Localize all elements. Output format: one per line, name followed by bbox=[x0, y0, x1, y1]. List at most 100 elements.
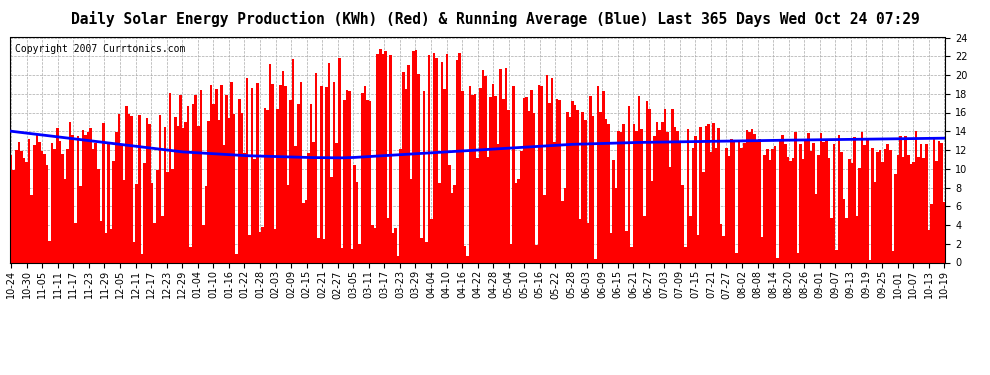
Bar bbox=[868, 260, 871, 262]
Bar bbox=[128, 114, 131, 262]
Bar bbox=[166, 172, 169, 262]
Bar bbox=[287, 185, 289, 262]
Bar bbox=[766, 149, 768, 262]
Bar bbox=[581, 112, 584, 262]
Bar bbox=[881, 162, 884, 262]
Bar bbox=[215, 89, 218, 262]
Bar bbox=[786, 157, 789, 262]
Bar bbox=[18, 142, 20, 262]
Bar bbox=[710, 152, 712, 262]
Bar bbox=[61, 154, 63, 262]
Bar bbox=[368, 100, 371, 262]
Bar bbox=[697, 235, 699, 262]
Bar bbox=[474, 94, 476, 262]
Bar bbox=[276, 110, 279, 262]
Bar bbox=[758, 138, 761, 262]
Bar bbox=[505, 68, 507, 262]
Bar bbox=[715, 148, 718, 262]
Bar bbox=[699, 127, 702, 262]
Bar bbox=[802, 159, 805, 262]
Bar bbox=[448, 165, 450, 262]
Bar bbox=[366, 100, 368, 262]
Bar bbox=[407, 65, 410, 262]
Bar bbox=[233, 114, 236, 262]
Bar bbox=[231, 82, 233, 262]
Bar bbox=[555, 99, 558, 262]
Bar bbox=[884, 149, 886, 262]
Bar bbox=[74, 223, 76, 262]
Bar bbox=[402, 72, 405, 262]
Bar bbox=[818, 155, 820, 262]
Bar bbox=[418, 74, 420, 262]
Bar bbox=[812, 143, 815, 262]
Bar bbox=[789, 160, 792, 262]
Bar bbox=[538, 85, 541, 262]
Bar bbox=[748, 132, 750, 262]
Bar bbox=[356, 183, 358, 262]
Bar bbox=[148, 124, 150, 262]
Bar bbox=[392, 233, 394, 262]
Bar bbox=[784, 144, 786, 262]
Bar bbox=[933, 137, 936, 262]
Bar bbox=[548, 103, 550, 262]
Bar bbox=[479, 88, 481, 262]
Bar bbox=[331, 177, 333, 262]
Bar bbox=[325, 87, 328, 262]
Bar bbox=[497, 144, 500, 262]
Bar bbox=[650, 180, 653, 262]
Bar bbox=[244, 153, 246, 262]
Bar bbox=[241, 113, 244, 262]
Bar bbox=[750, 129, 753, 262]
Bar bbox=[197, 126, 200, 262]
Bar bbox=[156, 170, 158, 262]
Bar bbox=[158, 116, 161, 262]
Bar bbox=[150, 183, 153, 262]
Bar bbox=[518, 178, 520, 262]
Bar bbox=[289, 100, 292, 262]
Bar bbox=[563, 188, 566, 262]
Bar bbox=[930, 204, 933, 262]
Bar bbox=[207, 121, 210, 262]
Bar bbox=[910, 164, 912, 262]
Bar bbox=[871, 148, 874, 262]
Bar bbox=[450, 193, 453, 262]
Bar bbox=[423, 91, 425, 262]
Bar bbox=[797, 253, 799, 262]
Bar bbox=[318, 238, 320, 262]
Bar bbox=[374, 228, 376, 262]
Bar bbox=[731, 139, 733, 262]
Bar bbox=[825, 141, 828, 262]
Bar bbox=[558, 100, 561, 262]
Bar bbox=[348, 91, 350, 262]
Bar bbox=[689, 216, 692, 262]
Bar bbox=[202, 225, 205, 262]
Bar bbox=[833, 144, 836, 262]
Bar bbox=[200, 90, 202, 262]
Bar bbox=[415, 50, 418, 262]
Bar bbox=[361, 93, 363, 262]
Bar bbox=[940, 142, 942, 262]
Bar bbox=[733, 140, 736, 262]
Bar bbox=[671, 109, 674, 262]
Bar bbox=[794, 132, 797, 262]
Bar bbox=[723, 236, 725, 262]
Bar bbox=[923, 158, 925, 262]
Bar bbox=[223, 146, 225, 262]
Bar bbox=[476, 158, 479, 262]
Bar bbox=[463, 246, 466, 262]
Bar bbox=[579, 219, 581, 262]
Bar bbox=[628, 106, 631, 262]
Bar bbox=[41, 151, 44, 262]
Bar bbox=[679, 143, 681, 262]
Bar bbox=[194, 95, 197, 262]
Bar bbox=[523, 99, 525, 262]
Bar bbox=[350, 249, 353, 262]
Bar bbox=[668, 167, 671, 262]
Bar bbox=[707, 124, 710, 262]
Bar bbox=[507, 110, 510, 262]
Bar bbox=[176, 126, 179, 262]
Bar bbox=[458, 53, 461, 262]
Bar bbox=[405, 88, 407, 262]
Bar bbox=[205, 186, 207, 262]
Bar bbox=[674, 127, 676, 262]
